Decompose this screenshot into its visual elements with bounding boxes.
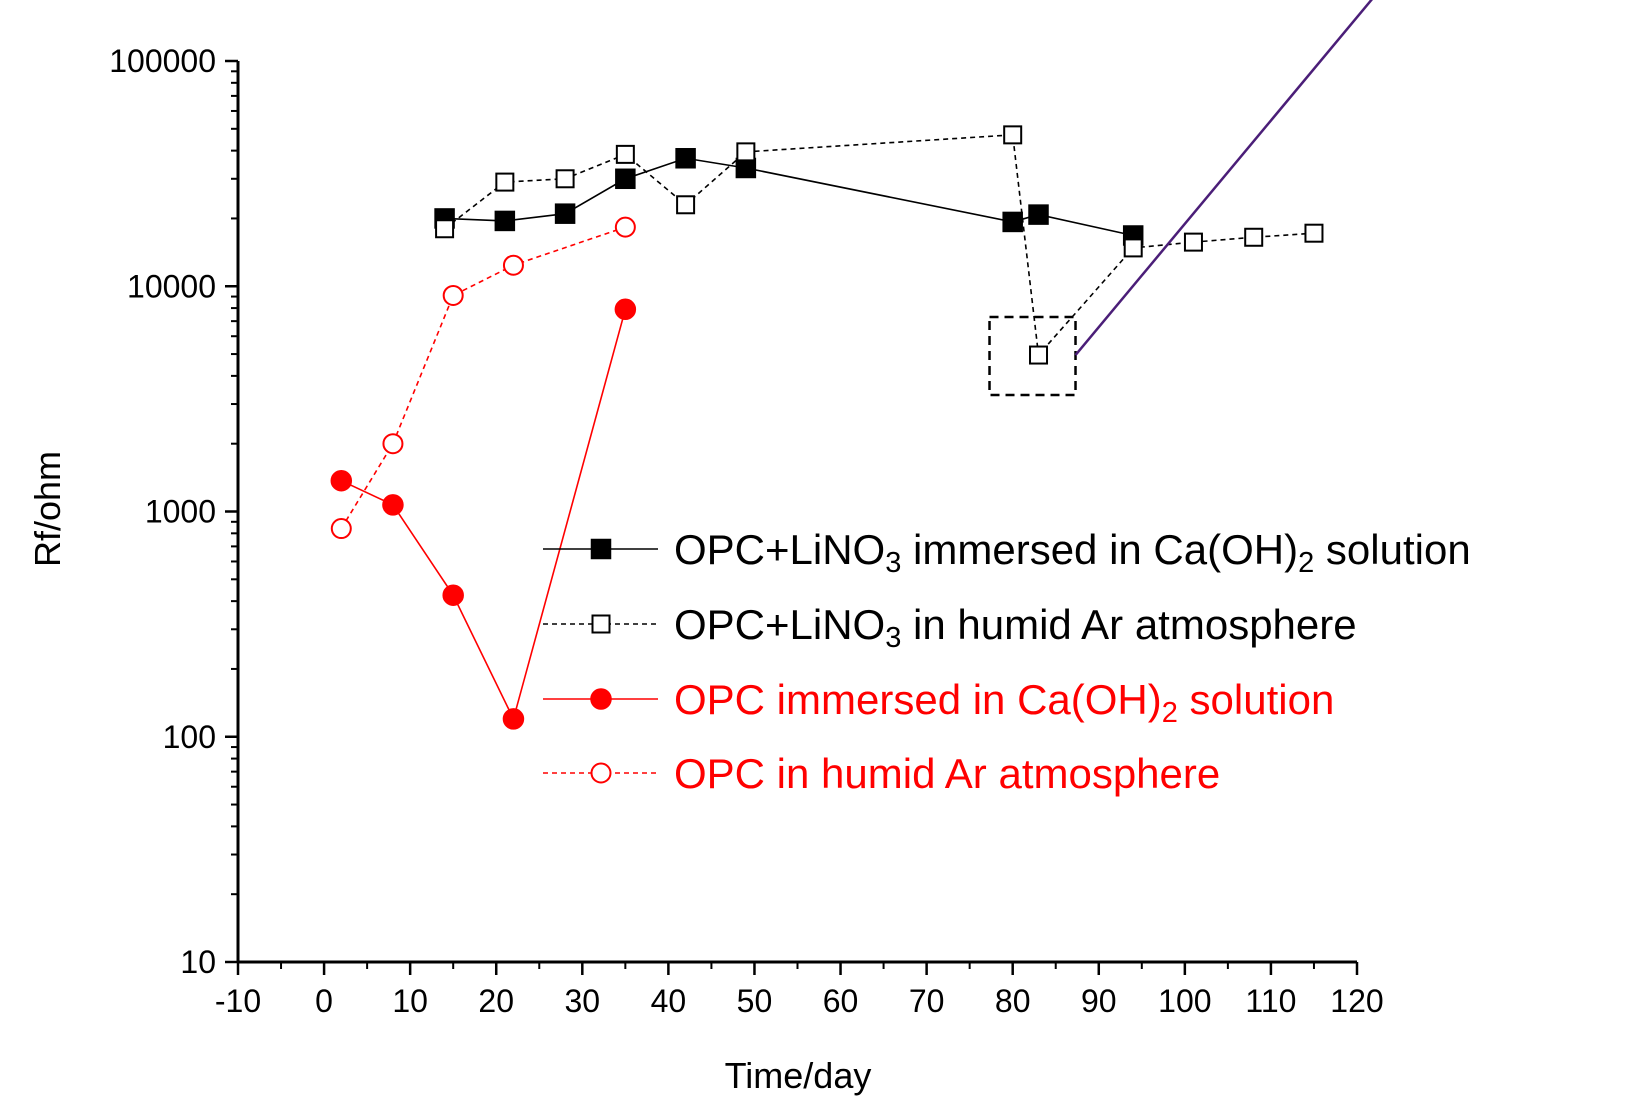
legend-item-s1: OPC+LiNO3 immersed in Ca(OH)2 solution xyxy=(543,526,1471,579)
legend-text-part: solution xyxy=(1178,676,1334,723)
data-point-s3 xyxy=(502,708,525,730)
data-point-s2 xyxy=(615,144,635,164)
series-line-s3 xyxy=(340,309,627,722)
x-tick-label: 70 xyxy=(909,983,945,1019)
data-point-s4 xyxy=(442,284,464,306)
x-tick-label: 40 xyxy=(651,983,687,1019)
x-tick-label: 10 xyxy=(392,983,428,1019)
legend-label: OPC+LiNO3 in humid Ar atmosphere xyxy=(674,601,1357,654)
x-tick-label: 30 xyxy=(565,983,601,1019)
x-tick-label: 0 xyxy=(315,983,333,1019)
legend-text-part: OPC in humid Ar atmosphere xyxy=(674,750,1220,797)
data-point-s2 xyxy=(1244,227,1264,247)
x-tick-label: 60 xyxy=(823,983,859,1019)
data-point-s2 xyxy=(1123,238,1143,258)
legend-text-part: solution xyxy=(1314,526,1470,573)
series-line-s4 xyxy=(340,226,626,529)
data-point-s3 xyxy=(442,584,464,606)
series-line-s2 xyxy=(444,134,1315,357)
x-tick-label: 50 xyxy=(737,983,773,1019)
series-s4 xyxy=(330,216,636,540)
data-point-s3 xyxy=(614,298,637,321)
x-tick-label: 110 xyxy=(1245,983,1296,1019)
data-point-s3 xyxy=(382,494,404,516)
legend-marker xyxy=(590,688,612,710)
y-axis-title: Rf/ohm xyxy=(27,451,68,567)
data-point-s4 xyxy=(502,254,524,276)
legend-subscript: 3 xyxy=(885,622,901,654)
x-tick-label: 80 xyxy=(995,983,1031,1019)
data-point-s2 xyxy=(495,172,515,192)
legend-marker xyxy=(590,538,612,560)
legend-item-s3: OPC immersed in Ca(OH)2 solution xyxy=(543,676,1334,729)
series-s3 xyxy=(330,298,637,730)
x-tick-label: 20 xyxy=(478,983,514,1019)
data-point-s3 xyxy=(330,469,353,492)
highlight-box xyxy=(988,315,1077,397)
x-tick-label: 90 xyxy=(1081,983,1117,1019)
data-point-s1 xyxy=(1028,204,1049,225)
y-tick-label: 100000 xyxy=(109,43,216,79)
data-point-s2 xyxy=(555,169,575,189)
legend-subscript: 2 xyxy=(1162,697,1178,729)
callout-line xyxy=(1074,0,1373,356)
data-point-s1 xyxy=(615,168,636,190)
series-layer xyxy=(330,125,1324,730)
data-point-s2 xyxy=(1003,125,1023,145)
legend-text-part: OPC immersed in Ca(OH) xyxy=(674,676,1162,723)
x-tick-label: -10 xyxy=(215,983,261,1019)
legend-text-part: immersed in Ca(OH) xyxy=(901,526,1298,573)
data-point-s2 xyxy=(1183,232,1203,252)
series-s2 xyxy=(435,125,1324,365)
legend-marker xyxy=(591,614,611,634)
legend-subscript: 3 xyxy=(885,547,901,579)
data-point-s2 xyxy=(676,195,696,215)
legend-item-s2: OPC+LiNO3 in humid Ar atmosphere xyxy=(543,601,1357,654)
data-point-s4 xyxy=(330,518,352,540)
data-point-s1 xyxy=(1002,211,1023,233)
y-tick-label: 10 xyxy=(180,944,216,980)
y-tick-label: 100 xyxy=(163,719,216,755)
data-point-s2 xyxy=(1304,223,1324,243)
legend-text-part: OPC+LiNO xyxy=(674,601,885,648)
axes: -10 0 10 20 30 40 50 60 70 80 90 100 110 120 10 100 1000… xyxy=(109,43,1383,1019)
data-point-s4 xyxy=(382,433,404,455)
legend-text-part: in humid Ar atmosphere xyxy=(901,601,1356,648)
legend-marker xyxy=(590,762,612,784)
data-point-s1 xyxy=(675,148,696,169)
data-point-s4 xyxy=(614,216,636,238)
x-tick-label: 120 xyxy=(1330,983,1383,1019)
y-tick-label: 10000 xyxy=(127,268,216,304)
series-s1 xyxy=(434,148,1144,246)
data-point-s1 xyxy=(494,210,516,232)
data-point-s1 xyxy=(554,203,576,224)
data-point-s2 xyxy=(435,219,455,239)
x-axis-title: Time/day xyxy=(725,1055,872,1096)
legend-label: OPC immersed in Ca(OH)2 solution xyxy=(674,676,1334,729)
legend-subscript: 2 xyxy=(1298,547,1314,579)
annotation-layer xyxy=(988,0,1373,397)
y-tick-label: 1000 xyxy=(145,494,216,530)
legend-text-part: OPC+LiNO xyxy=(674,526,885,573)
legend: OPC+LiNO3 immersed in Ca(OH)2 solutionOP… xyxy=(543,526,1471,797)
x-tick-label: 100 xyxy=(1158,983,1211,1019)
legend-label: OPC+LiNO3 immersed in Ca(OH)2 solution xyxy=(674,526,1471,579)
legend-label: OPC in humid Ar atmosphere xyxy=(674,750,1220,797)
data-point-s2 xyxy=(736,142,756,162)
legend-item-s4: OPC in humid Ar atmosphere xyxy=(543,750,1220,797)
data-point-s2 xyxy=(1029,345,1049,365)
